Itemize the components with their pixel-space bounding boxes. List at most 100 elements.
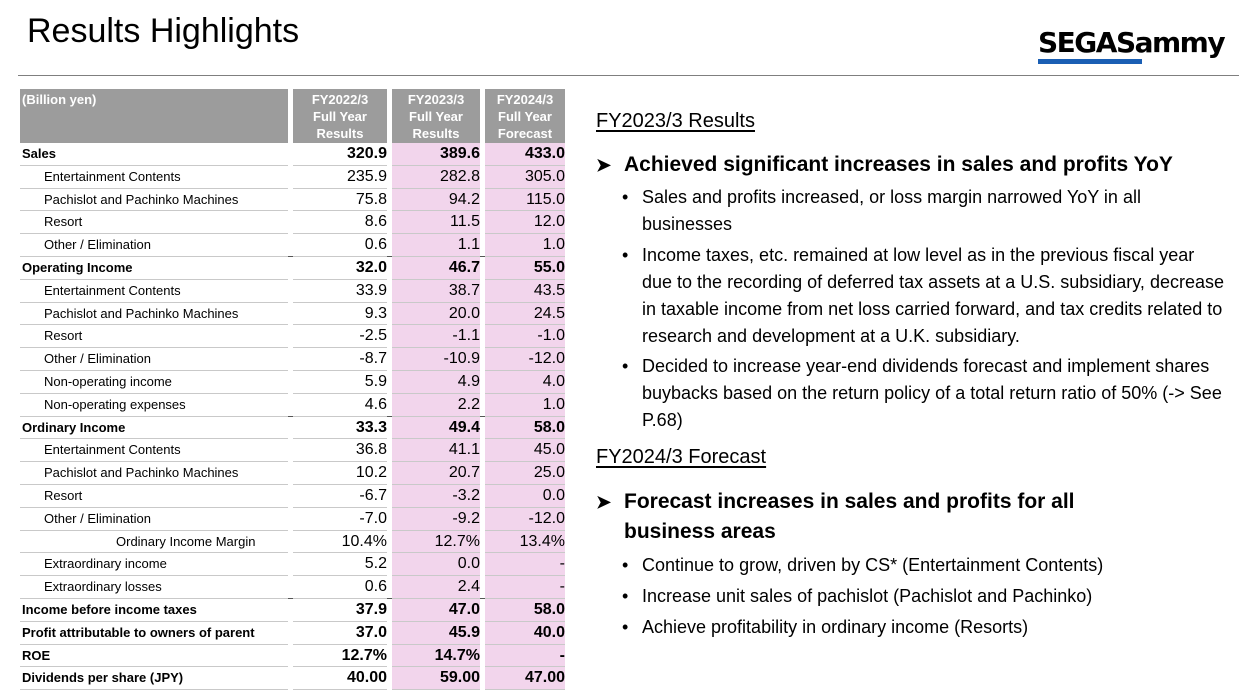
table-row: Entertainment Contents 235.9 282.8 305.0 <box>20 165 565 189</box>
value-fy2022: 33.9 <box>293 279 387 303</box>
forecast-main-point: ➤ Forecast increases in sales and profit… <box>596 487 1236 547</box>
table-row: Pachislot and Pachinko Machines 10.2 20.7 2… <box>20 461 565 485</box>
results-point-2: • Income taxes, etc. remained at low lev… <box>622 242 1226 350</box>
row-label: Other / Elimination <box>20 233 288 257</box>
row-label: Resort <box>20 324 288 349</box>
row-label: Dividends per share (JPY) <box>20 666 288 690</box>
value-fy2024: 305.0 <box>485 165 565 189</box>
value-fy2024: 45.0 <box>485 438 565 463</box>
arrow-bullet-icon: ➤ <box>596 155 612 175</box>
header-fy2023-line3: Results <box>412 126 460 141</box>
row-label: Other / Elimination <box>20 507 288 531</box>
table-row: Other / Elimination 0.6 1.1 1.0 <box>20 233 565 257</box>
value-fy2023: 2.2 <box>392 393 480 417</box>
value-fy2022: -6.7 <box>293 484 387 508</box>
table-row: ROE 12.7% 14.7% - <box>20 644 565 668</box>
value-fy2022: 75.8 <box>293 188 387 212</box>
value-fy2023: 14.7% <box>392 644 480 668</box>
value-fy2023: 59.00 <box>392 666 480 690</box>
value-fy2024: 13.4% <box>485 530 565 554</box>
table-row: Profit attributable to owners of parent 3… <box>20 621 565 645</box>
header-fy2022-line2: Full Year <box>313 109 367 124</box>
table-body: Sales 320.9 389.6 433.0 Entertainment Conten… <box>20 143 565 690</box>
value-fy2024: 25.0 <box>485 461 565 485</box>
segasammy-logo: SEGASammy <box>1038 26 1226 66</box>
forecast-point-3-text: Achieve profitability in ordinary income… <box>642 617 1029 637</box>
value-fy2023: -10.9 <box>392 347 480 371</box>
row-label: Entertainment Contents <box>20 165 288 189</box>
value-fy2024: 40.0 <box>485 621 565 645</box>
value-fy2024: 433.0 <box>485 143 565 166</box>
header-fy2023-line1: FY2023/3 <box>407 92 465 107</box>
table-row: Pachislot and Pachinko Machines 75.8 94.2 1… <box>20 188 565 212</box>
table-row: Ordinary Income 33.3 49.4 58.0 <box>20 415 565 440</box>
header-fy2022-line1: FY2022/3 <box>311 92 369 107</box>
row-label: Extraordinary income <box>20 552 288 577</box>
table-row: Operating Income 32.0 46.7 55.0 <box>20 255 565 280</box>
row-label: Ordinary Income <box>20 415 288 440</box>
row-label: Profit attributable to owners of parent <box>20 621 288 645</box>
bullet-dot-icon: • <box>622 356 629 376</box>
table-row: Sales 320.9 389.6 433.0 <box>20 143 565 166</box>
value-fy2024: 115.0 <box>485 188 565 212</box>
value-fy2022: 5.9 <box>293 370 387 394</box>
value-fy2024: -1.0 <box>485 324 565 349</box>
results-point-1: • Sales and profits increased, or loss m… <box>622 184 1226 238</box>
value-fy2024: 1.0 <box>485 233 565 257</box>
value-fy2022: 40.00 <box>293 666 387 690</box>
value-fy2022: -2.5 <box>293 324 387 349</box>
row-label: Resort <box>20 484 288 508</box>
value-fy2023: 2.4 <box>392 575 480 599</box>
value-fy2023: 20.0 <box>392 302 480 326</box>
table-row: Other / Elimination -7.0 -9.2 -12.0 <box>20 507 565 531</box>
value-fy2024: - <box>485 575 565 599</box>
unit-label: (Billion yen) <box>20 89 288 143</box>
table-row: Non-operating income 5.9 4.9 4.0 <box>20 370 565 394</box>
table-row: Extraordinary income 5.2 0.0- <box>20 552 565 577</box>
title-divider <box>18 75 1239 76</box>
value-fy2024: 55.0 <box>485 255 565 280</box>
table-row: Non-operating expenses 4.6 2.2 1.0 <box>20 393 565 417</box>
table-row: Resort -2.5 -1.1 -1.0 <box>20 324 565 349</box>
results-heading: FY2023/3 Results <box>596 110 755 132</box>
value-fy2022: -8.7 <box>293 347 387 371</box>
row-label: Resort <box>20 210 288 235</box>
value-fy2022: 0.6 <box>293 233 387 257</box>
logo-wordmark: SEGASammy <box>1038 26 1226 59</box>
header-fy2024-line2: Full Year <box>498 109 552 124</box>
value-fy2022: 37.0 <box>293 621 387 645</box>
header-fy2023-line2: Full Year <box>409 109 463 124</box>
value-fy2022: 33.3 <box>293 415 387 440</box>
value-fy2022: 32.0 <box>293 255 387 280</box>
value-fy2023: 41.1 <box>392 438 480 463</box>
row-label: Pachislot and Pachinko Machines <box>20 302 288 326</box>
value-fy2022: 9.3 <box>293 302 387 326</box>
results-point-1-text: Sales and profits increased, or loss mar… <box>642 187 1141 234</box>
value-fy2022: 235.9 <box>293 165 387 189</box>
forecast-point-2-text: Increase unit sales of pachislot (Pachis… <box>642 586 1093 606</box>
forecast-heading: FY2024/3 Forecast <box>596 446 767 468</box>
header-fy2024: FY2024/3 Full Year Forecast <box>485 89 565 143</box>
row-label: Operating Income <box>20 255 288 280</box>
value-fy2024: 0.0 <box>485 484 565 508</box>
bullet-dot-icon: • <box>622 187 629 207</box>
header-fy2023: FY2023/3 Full Year Results <box>392 89 480 143</box>
row-label: Entertainment Contents <box>20 438 288 463</box>
value-fy2023: 11.5 <box>392 210 480 235</box>
results-table: (Billion yen) FY2022/3 Full Year Results… <box>20 89 565 690</box>
value-fy2023: 0.0 <box>392 552 480 577</box>
logo-accent-bar <box>1038 59 1142 64</box>
row-label: Income before income taxes <box>20 597 288 622</box>
value-fy2024: 58.0 <box>485 597 565 622</box>
row-label: Pachislot and Pachinko Machines <box>20 188 288 212</box>
results-main-point-text: Achieved significant increases in sales … <box>624 153 1173 176</box>
row-label: Non-operating income <box>20 370 288 394</box>
table-row: Ordinary Income Margin 10.4% 12.7% 13.4% <box>20 530 565 554</box>
value-fy2023: 49.4 <box>392 415 480 440</box>
value-fy2024: 24.5 <box>485 302 565 326</box>
value-fy2023: 282.8 <box>392 165 480 189</box>
results-point-2-text: Income taxes, etc. remained at low level… <box>642 245 1224 346</box>
row-label: Extraordinary losses <box>20 575 288 599</box>
value-fy2022: 5.2 <box>293 552 387 577</box>
bullet-dot-icon: • <box>622 586 629 606</box>
